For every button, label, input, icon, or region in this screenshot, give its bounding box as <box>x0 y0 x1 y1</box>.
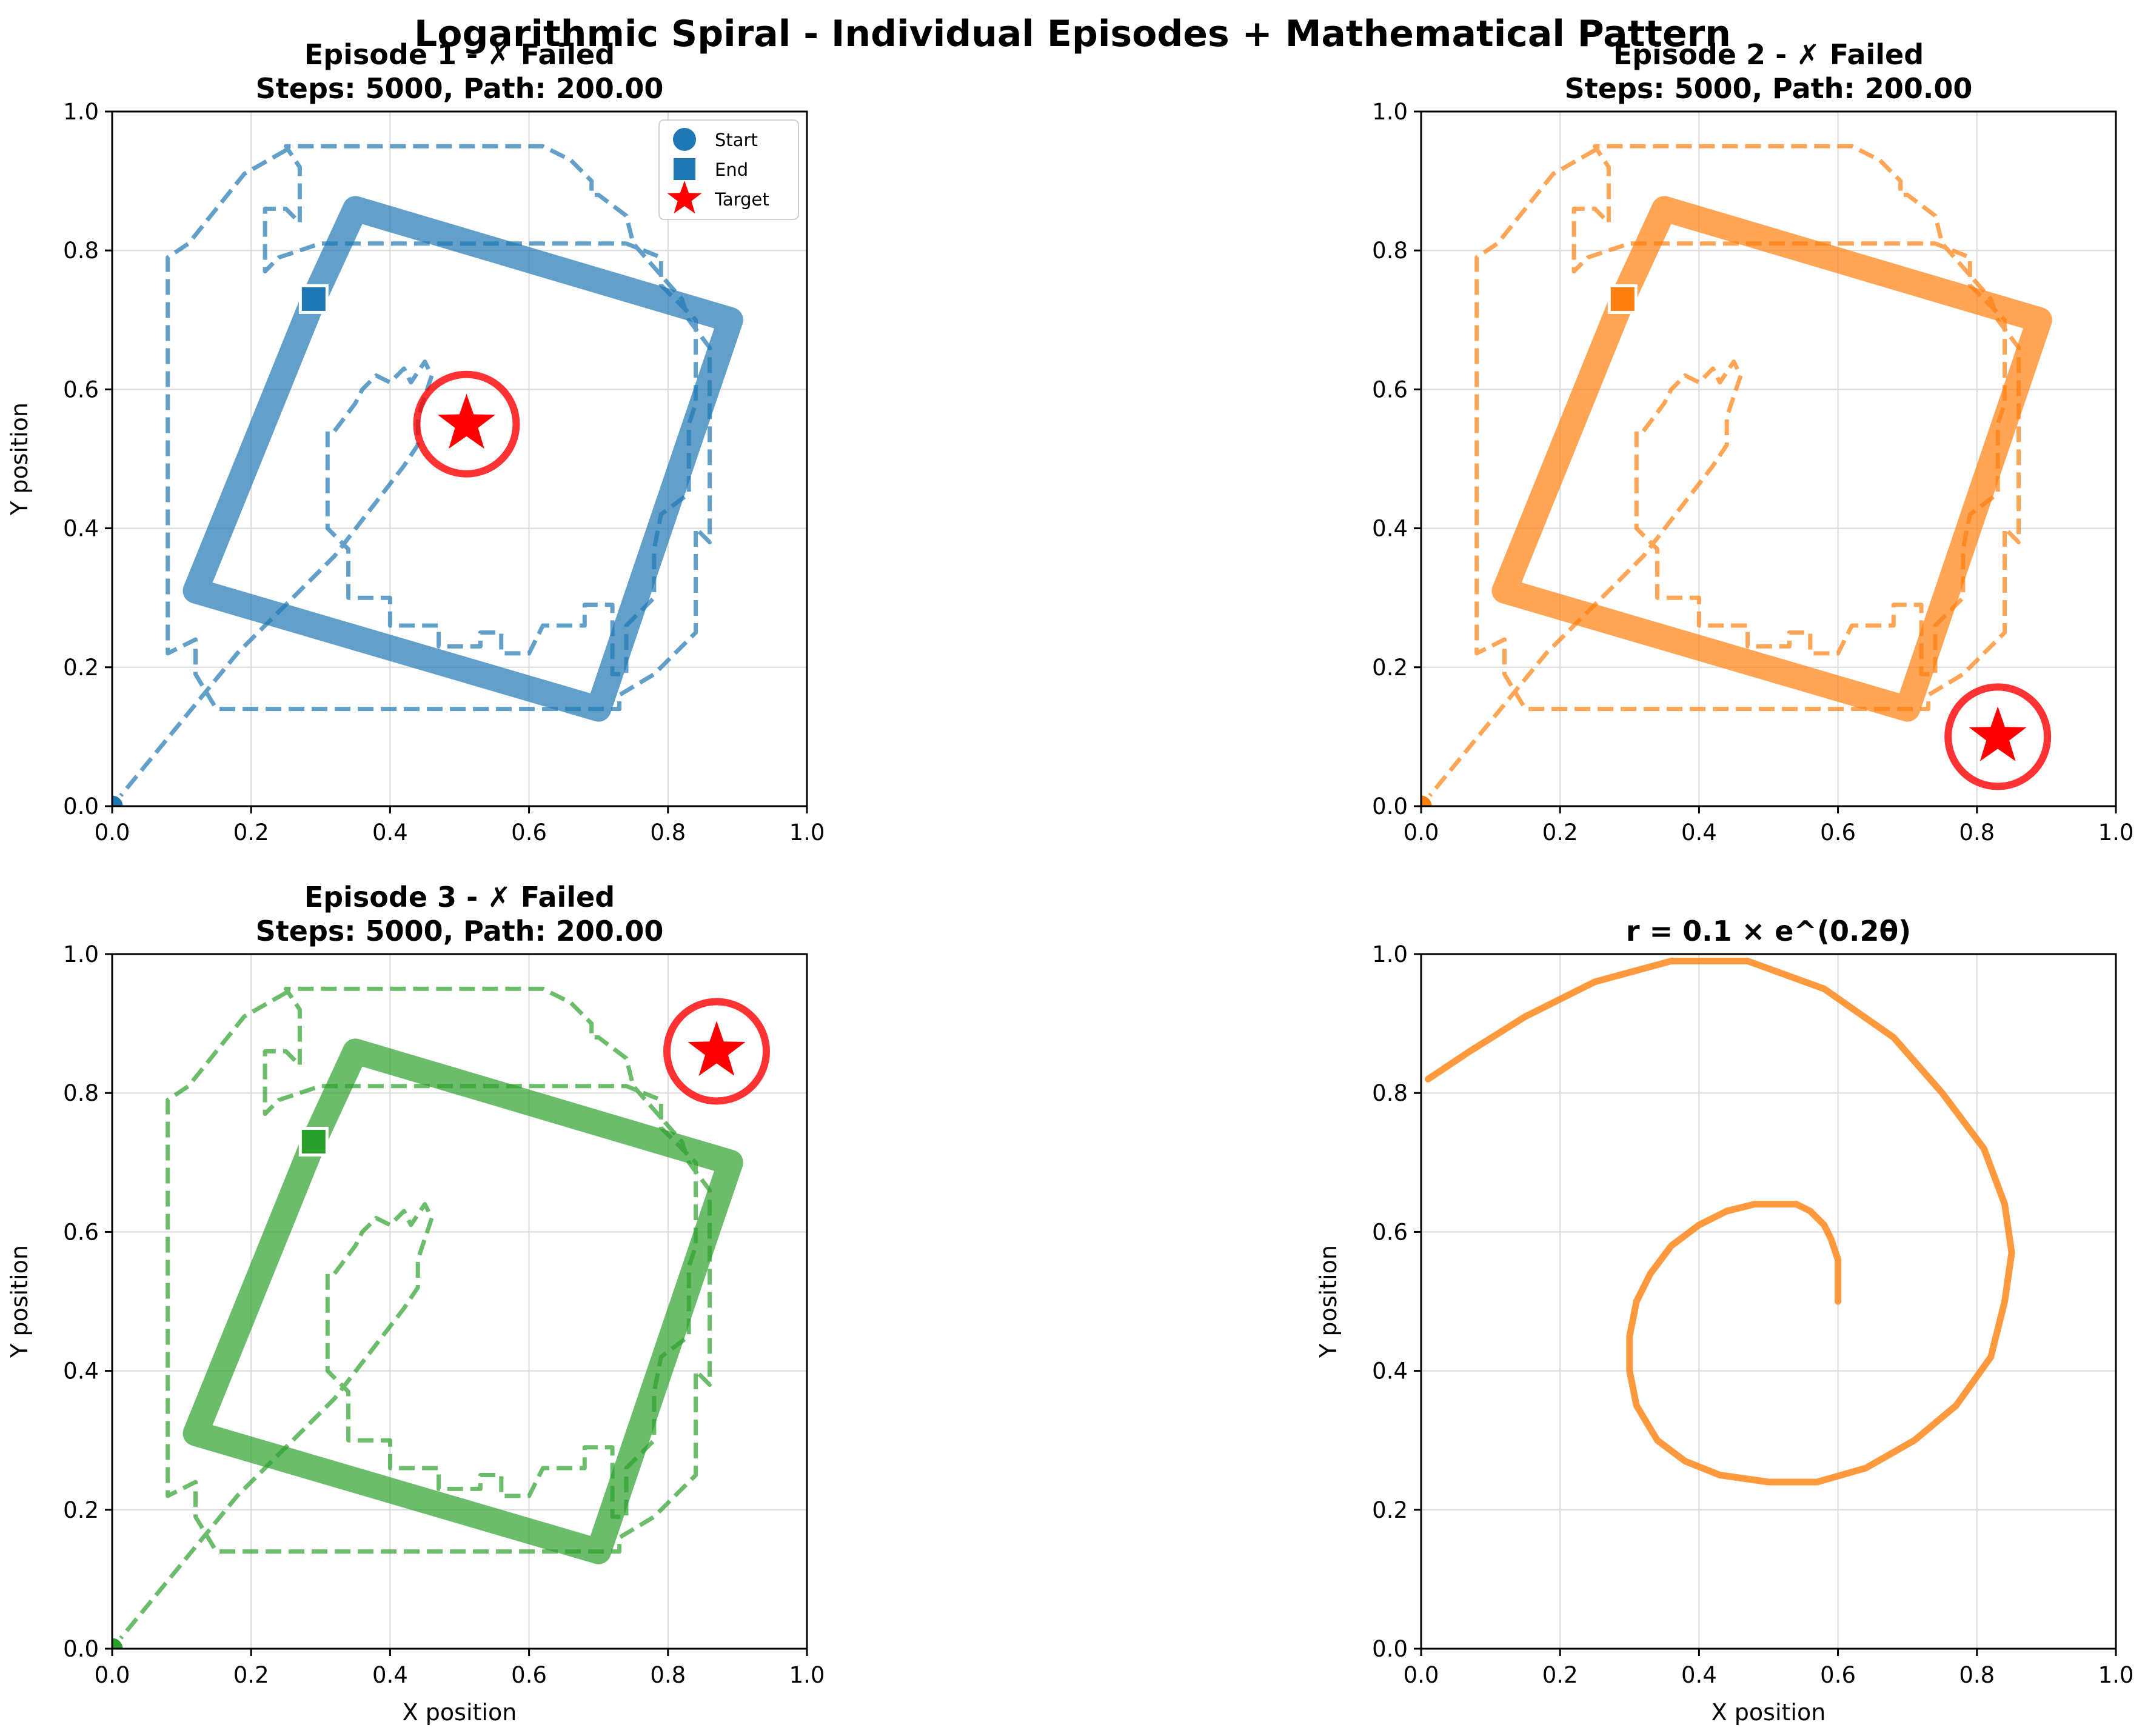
end-marker <box>298 284 329 314</box>
x-tick-label: 0.2 <box>233 1662 269 1688</box>
target-ring <box>663 998 771 1105</box>
x-tick-label: 0.2 <box>1542 820 1578 846</box>
y-tick-label: 0.8 <box>63 1080 99 1106</box>
x-tick-label: 1.0 <box>789 820 825 846</box>
x-tick-label: 0.4 <box>372 1662 408 1688</box>
target-star <box>688 1021 746 1076</box>
x-axis-label: X position <box>1712 1699 1826 1726</box>
y-axis-label: Y position <box>6 1245 33 1358</box>
x-tick-label: 0.2 <box>233 820 269 846</box>
y-tick-label: 1.0 <box>63 99 99 125</box>
y-tick-label: 0.8 <box>1372 238 1408 264</box>
subplot-2: 0.00.0 0.2 0.2 0.4 0.4 0.6 0.6 0.8 0.8 1.0 1.0 Epis… <box>1372 38 2133 846</box>
x-tick-label: 1.0 <box>2098 1662 2134 1688</box>
subplot-title: r = 0.1 × e^(0.2θ) <box>1626 915 1911 947</box>
legend-start-icon <box>673 128 696 151</box>
y-tick-label: 0.0 <box>63 793 99 820</box>
spiral-line <box>1425 958 2015 1486</box>
y-tick-label: 0.6 <box>1372 376 1408 402</box>
x-tick-label: 0.8 <box>650 1662 686 1688</box>
y-tick-label: 1.0 <box>1372 941 1408 967</box>
x-tick-label: 0.6 <box>1820 1662 1856 1688</box>
y-tick-label: 0.4 <box>1372 516 1408 542</box>
x-tick-label: 0.8 <box>1959 1662 1995 1688</box>
subplot-title: Episode 2 - ✗ Failed Steps: 5000, Path: 2… <box>1565 38 1973 105</box>
axes-frame <box>1420 953 2117 1650</box>
x-tick-label: 0.6 <box>511 1662 547 1688</box>
legend-target-icon <box>667 181 702 214</box>
y-axis-label: Y position <box>1315 1245 1342 1358</box>
start-marker <box>112 1635 126 1649</box>
x-tick-label: 0.2 <box>1542 1662 1578 1688</box>
target-star <box>1969 706 2027 761</box>
y-tick-label: 0.4 <box>63 1358 99 1384</box>
x-tick-label: 1.0 <box>789 1662 825 1688</box>
subplot-4: 0.00.0 0.2 0.2 0.4 0.4 0.6 0.6 0.8 0.8 1.0 1.0 X po… <box>1315 915 2133 1726</box>
y-tick-label: 0.8 <box>1372 1080 1408 1106</box>
y-tick-label: 0.0 <box>1372 1636 1408 1662</box>
plot-area <box>1425 958 2015 1486</box>
y-tick-label: 0.0 <box>63 1636 99 1662</box>
x-tick-label: 0.8 <box>1959 820 1995 846</box>
y-tick-label: 1.0 <box>1372 99 1408 125</box>
trajectory-dashed <box>1421 144 2021 806</box>
y-tick-label: 0.6 <box>63 1219 99 1245</box>
y-tick-label: 0.0 <box>1372 793 1408 820</box>
x-axis-label: X position <box>403 1699 517 1726</box>
trajectory-dashed <box>112 986 712 1649</box>
y-axis-label: Y position <box>6 402 33 516</box>
y-tick-label: 0.2 <box>63 655 99 681</box>
target-ring <box>1944 683 2052 790</box>
x-tick-label: 0.6 <box>1820 820 1856 846</box>
y-tick-label: 1.0 <box>63 941 99 967</box>
plot-area <box>112 986 771 1649</box>
plot-area <box>1421 144 2052 806</box>
legend-label: Start <box>715 130 758 150</box>
subplot-title: Episode 1 - ✗ Failed Steps: 5000, Path: 2… <box>256 38 664 105</box>
axes-frame <box>111 953 808 1650</box>
x-tick-label: 1.0 <box>2098 820 2134 846</box>
trajectory-loop <box>182 1038 743 1564</box>
end-marker <box>1607 284 1638 314</box>
y-tick-label: 0.2 <box>1372 655 1408 681</box>
axes-frame <box>1420 110 2117 807</box>
x-tick-label: 0.0 <box>1404 820 1439 846</box>
target-ring <box>413 370 520 478</box>
x-tick-label: 0.8 <box>650 820 686 846</box>
trajectory-dashed <box>112 144 712 806</box>
x-tick-label: 0.4 <box>1681 1662 1717 1688</box>
x-tick-label: 0.0 <box>1404 1662 1439 1688</box>
target-star <box>437 393 495 449</box>
y-tick-label: 0.8 <box>63 238 99 264</box>
trajectory-loop <box>1491 196 2052 722</box>
y-tick-label: 0.4 <box>1372 1358 1408 1384</box>
y-tick-label: 0.6 <box>1372 1219 1408 1245</box>
x-tick-label: 0.0 <box>95 1662 130 1688</box>
axes-frame <box>111 110 808 807</box>
subplot-title: Episode 3 - ✗ Failed Steps: 5000, Path: 2… <box>256 881 664 947</box>
start-marker <box>1421 792 1435 806</box>
legend-label: Target <box>714 189 769 210</box>
subplot-1: 0.00.0 0.2 0.2 0.4 0.4 0.6 0.6 0.8 0.8 1.0 1.0 Y po… <box>6 38 825 846</box>
x-tick-label: 0.4 <box>372 820 408 846</box>
legend-end-icon <box>674 158 695 180</box>
y-tick-label: 0.2 <box>1372 1497 1408 1523</box>
x-tick-label: 0.4 <box>1681 820 1717 846</box>
legend-label: End <box>715 159 748 180</box>
subplot-3: 0.00.0 0.2 0.2 0.4 0.4 0.6 0.6 0.8 0.8 1.0 1.0 X po… <box>6 881 825 1726</box>
x-tick-label: 0.6 <box>511 820 547 846</box>
trajectory-loop <box>182 196 743 722</box>
end-marker <box>298 1126 329 1157</box>
y-tick-label: 0.6 <box>63 376 99 402</box>
start-marker <box>112 792 126 806</box>
plot-area <box>112 144 743 806</box>
legend: Start End Target <box>658 119 799 220</box>
figure-suptitle: Logarithmic Spiral - Individual Episodes… <box>414 13 1731 55</box>
y-tick-label: 0.4 <box>63 516 99 542</box>
x-tick-label: 0.0 <box>95 820 130 846</box>
y-tick-label: 0.2 <box>63 1497 99 1523</box>
